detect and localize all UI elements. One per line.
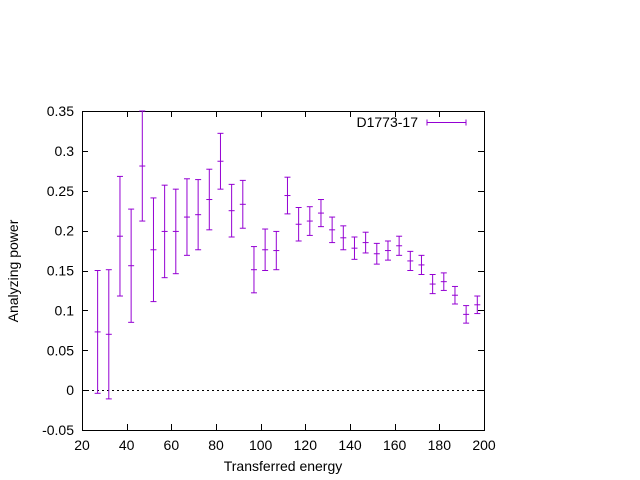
error-bar-point [373, 242, 380, 265]
y-tick-label: 0 [66, 382, 74, 398]
x-tick-label: 40 [119, 437, 135, 453]
x-tick-label: 120 [294, 437, 318, 453]
x-tick-label: 180 [428, 437, 452, 453]
error-bar-point [440, 272, 447, 291]
y-tick-label: 0.3 [55, 143, 75, 159]
error-bar-point [451, 285, 458, 305]
y-tick-label: 0.25 [47, 183, 74, 199]
error-bar-point [407, 250, 414, 271]
legend: D1773-17 [357, 114, 467, 130]
error-bar-point [239, 179, 246, 229]
error-bar-point [340, 225, 347, 251]
y-tick-label: 0.2 [55, 223, 75, 239]
legend-label: D1773-17 [357, 114, 419, 130]
error-bar-point [183, 178, 190, 256]
error-bar-point [351, 236, 358, 260]
error-bar-point [317, 199, 324, 228]
error-bar-point [250, 246, 257, 294]
error-bar-point [418, 254, 425, 275]
error-bar-point [396, 235, 403, 256]
error-bar-point [306, 206, 313, 236]
error-bar-point [139, 110, 146, 222]
x-axis-title: Transferred energy [224, 458, 343, 474]
x-tick-label: 200 [472, 437, 496, 453]
y-tick-label: 0.35 [47, 103, 74, 119]
error-bar-point [362, 231, 369, 254]
y-axis-title: Analyzing power [5, 219, 21, 322]
error-bar-point [463, 305, 470, 324]
y-tick-label: 0.1 [55, 302, 75, 318]
x-tick-labels: 20 40 60 80 100 120 140 160 180 200 [74, 437, 496, 453]
x-tick-label: 160 [383, 437, 407, 453]
error-bar-point [116, 175, 123, 297]
error-bar-point [195, 179, 202, 251]
error-bar-point [94, 270, 101, 394]
y-tick-label: -0.05 [42, 422, 74, 438]
error-bar-point [429, 273, 436, 295]
x-tick-label: 80 [208, 437, 224, 453]
error-bar-point [262, 228, 269, 271]
error-bar-point [295, 206, 302, 242]
error-bar-point [206, 168, 213, 231]
error-bar-point [161, 184, 168, 279]
legend-swatch [426, 119, 467, 126]
y-tick-label: 0.05 [47, 342, 74, 358]
error-bar-point [228, 183, 235, 238]
error-bar-point [384, 240, 391, 261]
error-bar-point [150, 197, 157, 303]
series-d1773-17 [94, 110, 481, 400]
error-bar-point [474, 295, 481, 315]
error-bar-point [217, 132, 224, 190]
x-tick-label: 140 [338, 437, 362, 453]
error-bar-point [128, 208, 135, 323]
y-tick-labels: -0.05 0 0.05 0.1 0.15 0.2 0.25 0.3 0.35 [42, 103, 74, 438]
x-tick-label: 100 [249, 437, 273, 453]
error-bar-point [172, 188, 179, 275]
y-tick-label: 0.15 [47, 263, 74, 279]
x-tick-label: 60 [164, 437, 180, 453]
error-bar-point [273, 230, 280, 271]
error-bar-point [284, 176, 291, 215]
error-bar-point [105, 269, 112, 400]
error-bar-point [329, 216, 336, 244]
x-tick-label: 20 [74, 437, 90, 453]
